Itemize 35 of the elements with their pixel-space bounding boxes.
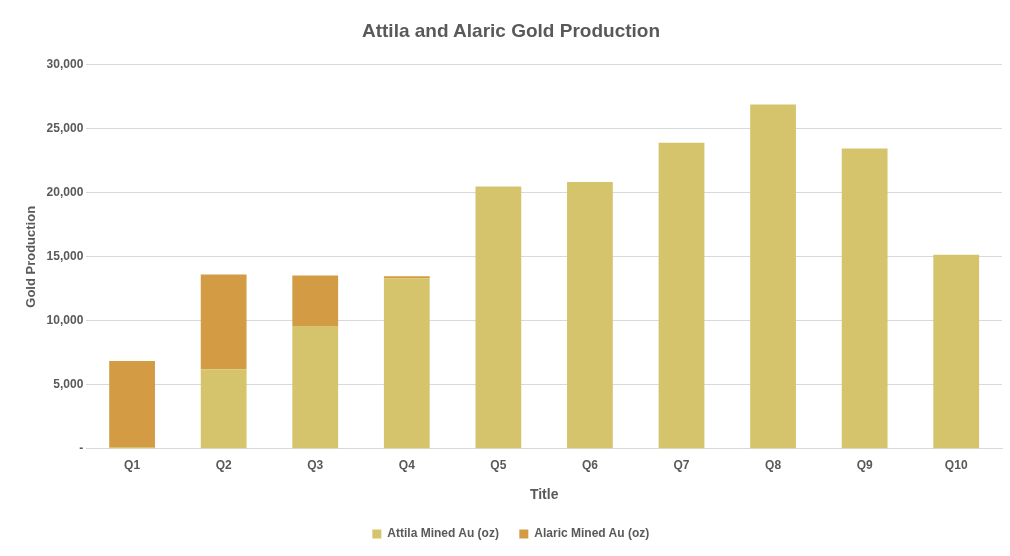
x-tick-label: Q4 [398, 458, 416, 473]
y-tick-label: 20,000 [46, 185, 84, 200]
bar [475, 186, 522, 449]
y-tick-label: 15,000 [46, 249, 84, 264]
x-tick-label: Q6 [581, 458, 599, 473]
y-axis-title: Gold Production [23, 205, 39, 308]
y-tick-label: 5,000 [53, 377, 84, 392]
bar [658, 142, 705, 449]
y-tick-label: 10,000 [46, 313, 84, 328]
bar [292, 325, 339, 449]
y-tick-label: 30,000 [46, 57, 84, 72]
bar [841, 148, 888, 449]
x-axis-title: Title [529, 486, 559, 503]
x-tick-label: Q10 [944, 458, 968, 473]
y-tick-label: - [79, 441, 84, 456]
x-tick-label: Q7 [673, 458, 690, 473]
bar [567, 182, 613, 449]
x-tick-label: Q1 [124, 458, 141, 473]
bar [383, 276, 430, 279]
bar [200, 369, 247, 449]
y-tick-label: 25,000 [46, 121, 84, 136]
chart-title: Attila and Alaric Gold Production [361, 19, 661, 41]
bar [750, 104, 796, 449]
legend-label: Attila Mined Au (oz) [387, 526, 499, 541]
x-tick-label: Q5 [490, 458, 507, 473]
legend-label: Alaric Mined Au (oz) [534, 526, 650, 541]
bar [292, 275, 339, 326]
x-tick-label: Q2 [215, 458, 232, 473]
bar [109, 361, 155, 447]
x-tick-label: Q8 [765, 458, 782, 473]
x-tick-label: Q9 [856, 458, 873, 473]
bar [383, 278, 430, 449]
bar [200, 274, 247, 370]
bar [933, 254, 980, 449]
x-tick-label: Q3 [307, 458, 324, 473]
